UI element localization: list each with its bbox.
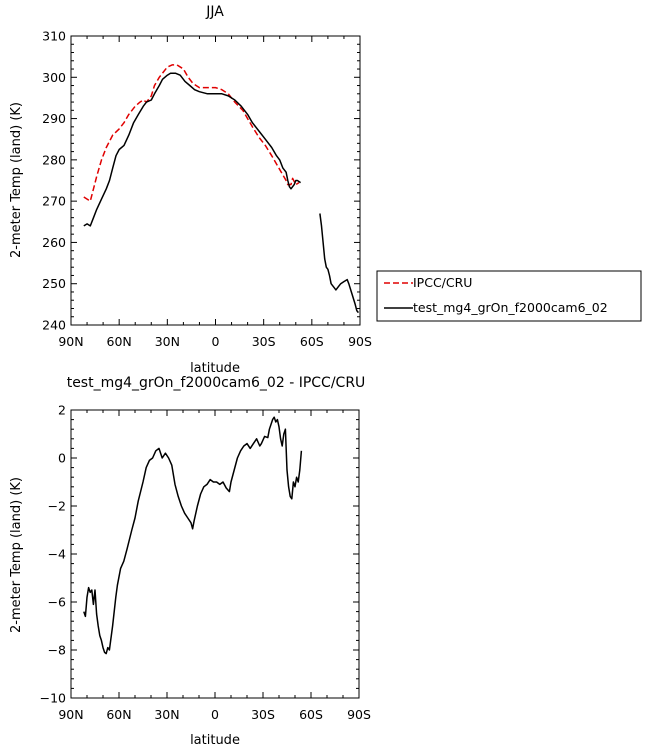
x-tick-label: 30S xyxy=(252,334,276,349)
x-tick-label: 60N xyxy=(107,334,132,349)
series-line-test-mg4-gron-f2000cam6-02 xyxy=(83,72,302,227)
chart-title: JJA xyxy=(205,4,224,20)
x-tick-label: 60N xyxy=(106,707,131,722)
bottom-series-layer xyxy=(83,416,303,655)
top-series-layer xyxy=(83,64,359,314)
series-line-test-mg4-gron-f2000cam6-02 xyxy=(319,213,359,314)
y-tick-label: −2 xyxy=(48,499,66,514)
top-plot-frame xyxy=(70,35,361,326)
x-tick-label: 30N xyxy=(154,707,179,722)
top-x-tick-labels: 90N 60N 30N 0 30S 60S 90S xyxy=(58,334,372,349)
bottom-y-axis-label: 2-meter Temp (land) (K) xyxy=(9,477,24,633)
legend-entry-model: test_mg4_grOn_f2000cam6_02 xyxy=(413,300,608,315)
legend-box xyxy=(376,270,642,322)
y-tick-label: 270 xyxy=(42,194,66,209)
x-tick-label: 90N xyxy=(58,707,83,722)
x-tick-label: 0 xyxy=(211,707,219,722)
diff-chart-title: test_mg4_grOn_f2000cam6_02 - IPCC/CRU xyxy=(67,375,366,391)
y-tick-label: −10 xyxy=(40,691,66,706)
x-tick-label: 90N xyxy=(58,334,83,349)
y-tick-label: 0 xyxy=(58,451,66,466)
x-tick-label: 90S xyxy=(347,707,371,722)
y-tick-label: 310 xyxy=(42,29,66,44)
bottom-x-axis-label: latitude xyxy=(190,733,240,748)
y-tick-label: 240 xyxy=(42,318,66,333)
top-y-tick-labels: 240 250 260 270 280 290 300 310 xyxy=(42,29,66,333)
top-y-axis-label: 2-meter Temp (land) (K) xyxy=(9,102,24,258)
bottom-plot-frame xyxy=(70,409,360,699)
x-tick-label: 60S xyxy=(299,707,323,722)
x-tick-label: 60S xyxy=(300,334,324,349)
y-tick-label: 260 xyxy=(42,235,66,250)
top-axis-ticks xyxy=(70,35,361,326)
x-tick-label: 0 xyxy=(212,334,220,349)
y-tick-label: −8 xyxy=(48,643,66,658)
bottom-axis-ticks xyxy=(70,409,360,699)
bottom-y-tick-labels: −10 −8 −6 −4 −2 0 2 xyxy=(40,403,66,706)
panel-temperature: JJA 90N 60N 30N 0 30S 60S 90S 2402502602702802… xyxy=(9,4,372,376)
y-tick-label: −4 xyxy=(48,547,66,562)
panel-difference: test_mg4_grOn_f2000cam6_02 - IPCC/CRU 90… xyxy=(9,375,371,748)
y-tick-label: 2 xyxy=(58,403,66,418)
series-line-difference xyxy=(83,416,303,655)
x-tick-label: 90S xyxy=(348,334,372,349)
x-tick-label: 30S xyxy=(251,707,275,722)
bottom-x-tick-labels: 90N 60N 30N 0 30S 60S 90S xyxy=(58,707,371,722)
y-tick-label: 280 xyxy=(42,152,66,167)
top-x-axis-label: latitude xyxy=(190,361,240,376)
y-tick-label: 300 xyxy=(42,70,66,85)
y-tick-label: −6 xyxy=(48,595,66,610)
legend: IPCC/CRU test_mg4_grOn_f2000cam6_02 xyxy=(376,270,642,322)
y-tick-label: 250 xyxy=(42,276,66,291)
y-tick-label: 290 xyxy=(42,111,66,126)
series-line-ipcc-cru xyxy=(83,64,300,202)
legend-entry-ipcc-cru: IPCC/CRU xyxy=(413,275,472,290)
x-tick-label: 30N xyxy=(155,334,180,349)
